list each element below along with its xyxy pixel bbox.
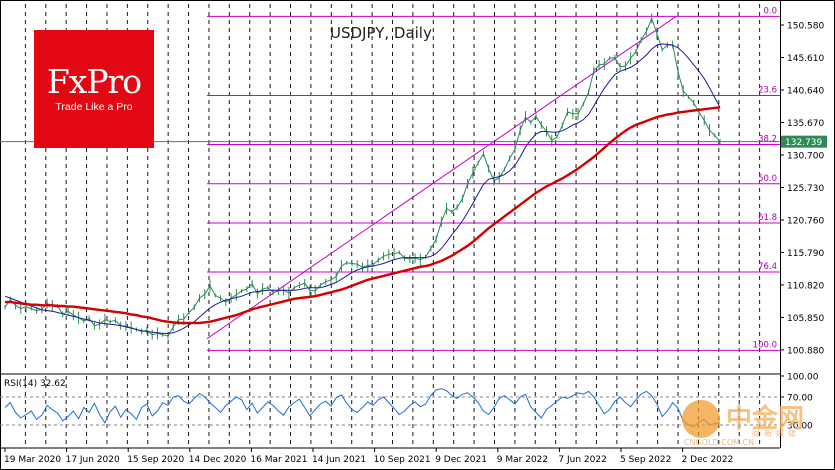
fib-level-label: 76.4 xyxy=(758,262,777,272)
x-tick-label: 9 Mar 2022 xyxy=(497,455,548,465)
watermark-text: 中金网 xyxy=(726,404,805,434)
price-tick-label: 115.790 xyxy=(787,249,824,259)
watermark-subtext-cn: 财新媒体 xyxy=(752,429,800,438)
price-tick-label: 130.700 xyxy=(787,151,824,161)
price-tick-label: 135.670 xyxy=(787,119,824,129)
x-tick-label: 15 Sep 2020 xyxy=(127,455,184,465)
x-tick-label: 5 Sep 2022 xyxy=(620,455,671,465)
cngold-watermark: 中金网 CNGOLD.COM.CN 财新媒体 xyxy=(670,398,830,447)
fib-level-label: 38.2 xyxy=(758,135,777,145)
price-tick-label: 100.880 xyxy=(787,346,824,356)
x-tick-label: 16 Mar 2021 xyxy=(250,455,307,465)
chart-title: USDJPY, Daily xyxy=(330,24,432,42)
rsi-label: RSI(14) 32.62 xyxy=(4,379,66,389)
fib-level-label: 61.8 xyxy=(758,213,777,223)
rsi-tick-label: 30.00 xyxy=(787,422,813,432)
watermark-subtext: CNGOLD.COM.CN xyxy=(684,438,755,447)
current-price-label: 132.739 xyxy=(785,138,822,148)
trendline xyxy=(206,16,677,340)
x-tick-label: 17 Jun 2020 xyxy=(66,455,120,465)
price-tick-label: 105.850 xyxy=(787,314,824,324)
x-tick-label: 14 Jun 2021 xyxy=(312,455,366,465)
rsi-tick-label: 100.00 xyxy=(787,373,819,383)
watermark-circle-icon xyxy=(682,400,720,438)
price-tick-label: 125.730 xyxy=(787,184,824,194)
price-tick-label: 150.580 xyxy=(787,22,824,32)
logo-tagline: Trade Like a Pro xyxy=(55,101,133,113)
logo-wordmark: FxPro xyxy=(46,62,142,101)
fib-level-label: 0.0 xyxy=(763,6,777,16)
x-tick-label: 14 Dec 2020 xyxy=(189,455,247,465)
x-tick-label: 10 Sep 2021 xyxy=(374,455,431,465)
fib-level-label: 50.0 xyxy=(758,174,777,184)
price-tick-label: 120.760 xyxy=(787,216,824,226)
fib-level-label: 23.6 xyxy=(758,86,777,96)
series-line-1 xyxy=(4,43,721,334)
fxpro-logo: FxPro Trade Like a Pro xyxy=(34,30,154,148)
x-tick-label: 19 Mar 2020 xyxy=(4,455,61,465)
x-tick-label: 7 Jun 2022 xyxy=(558,455,606,465)
price-tick-label: 145.610 xyxy=(787,54,824,64)
rsi-line xyxy=(4,388,721,427)
x-tick-label: 2 Dec 2022 xyxy=(682,455,734,465)
x-tick-label: 9 Dec 2021 xyxy=(435,455,487,465)
rsi-tick-label: 70.00 xyxy=(787,394,813,404)
price-tick-label: 140.640 xyxy=(787,87,824,97)
series-line-2 xyxy=(5,106,721,325)
fib-level-label: 100.0 xyxy=(753,340,777,350)
price-tick-label: 110.820 xyxy=(787,281,824,291)
current-price-badge xyxy=(781,135,827,148)
